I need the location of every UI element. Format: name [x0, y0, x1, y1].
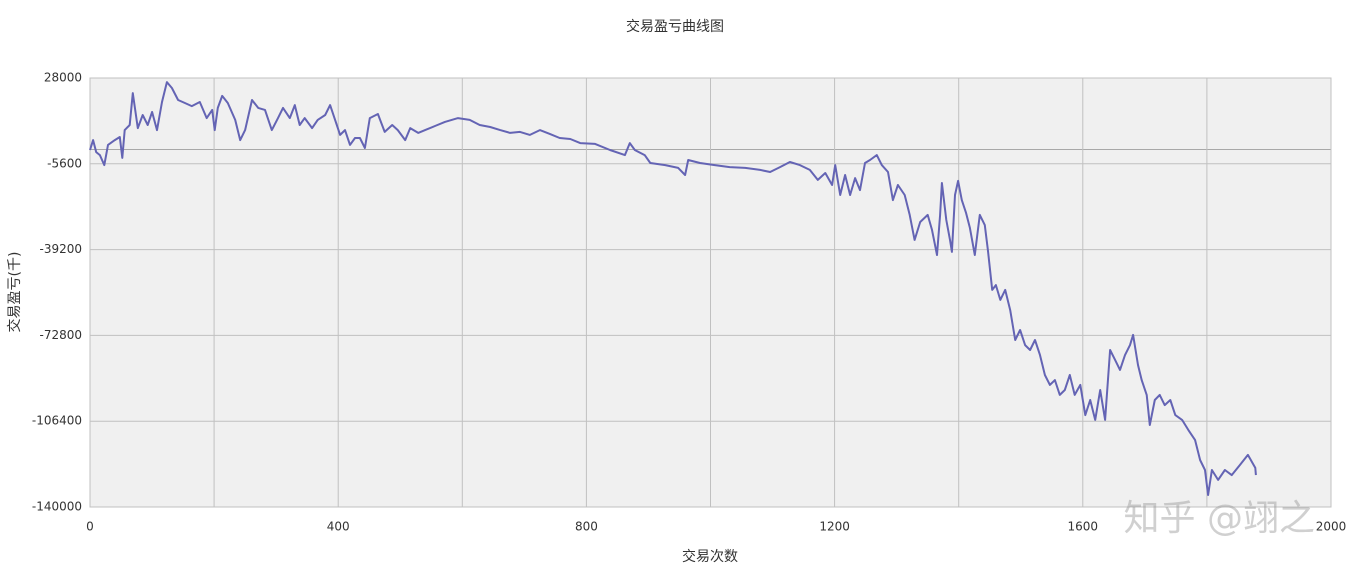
x-tick-label: 2000 — [1316, 520, 1347, 534]
y-tick-label: -5600 — [47, 156, 82, 170]
x-tick-label: 1200 — [819, 520, 850, 534]
watermark: 知乎 @翊之 — [1124, 498, 1315, 539]
x-tick-label: 400 — [327, 520, 350, 534]
chart-title: 交易盈亏曲线图 — [626, 18, 724, 35]
line — [89, 81, 1257, 496]
x-tick-label: 800 — [575, 520, 598, 534]
x-axis-label: 交易次数 — [682, 548, 738, 565]
y-tick-label: -106400 — [32, 414, 82, 428]
y-tick-label: 28000 — [44, 71, 82, 85]
x-tick-label: 0 — [86, 520, 94, 534]
y-tick-label: -140000 — [32, 500, 82, 514]
y-tick-label: -39200 — [39, 242, 82, 256]
y-tick-label: -72800 — [39, 328, 82, 342]
y-axis-label: 交易盈亏(千) — [6, 252, 23, 333]
x-tick-label: 1600 — [1068, 520, 1099, 534]
